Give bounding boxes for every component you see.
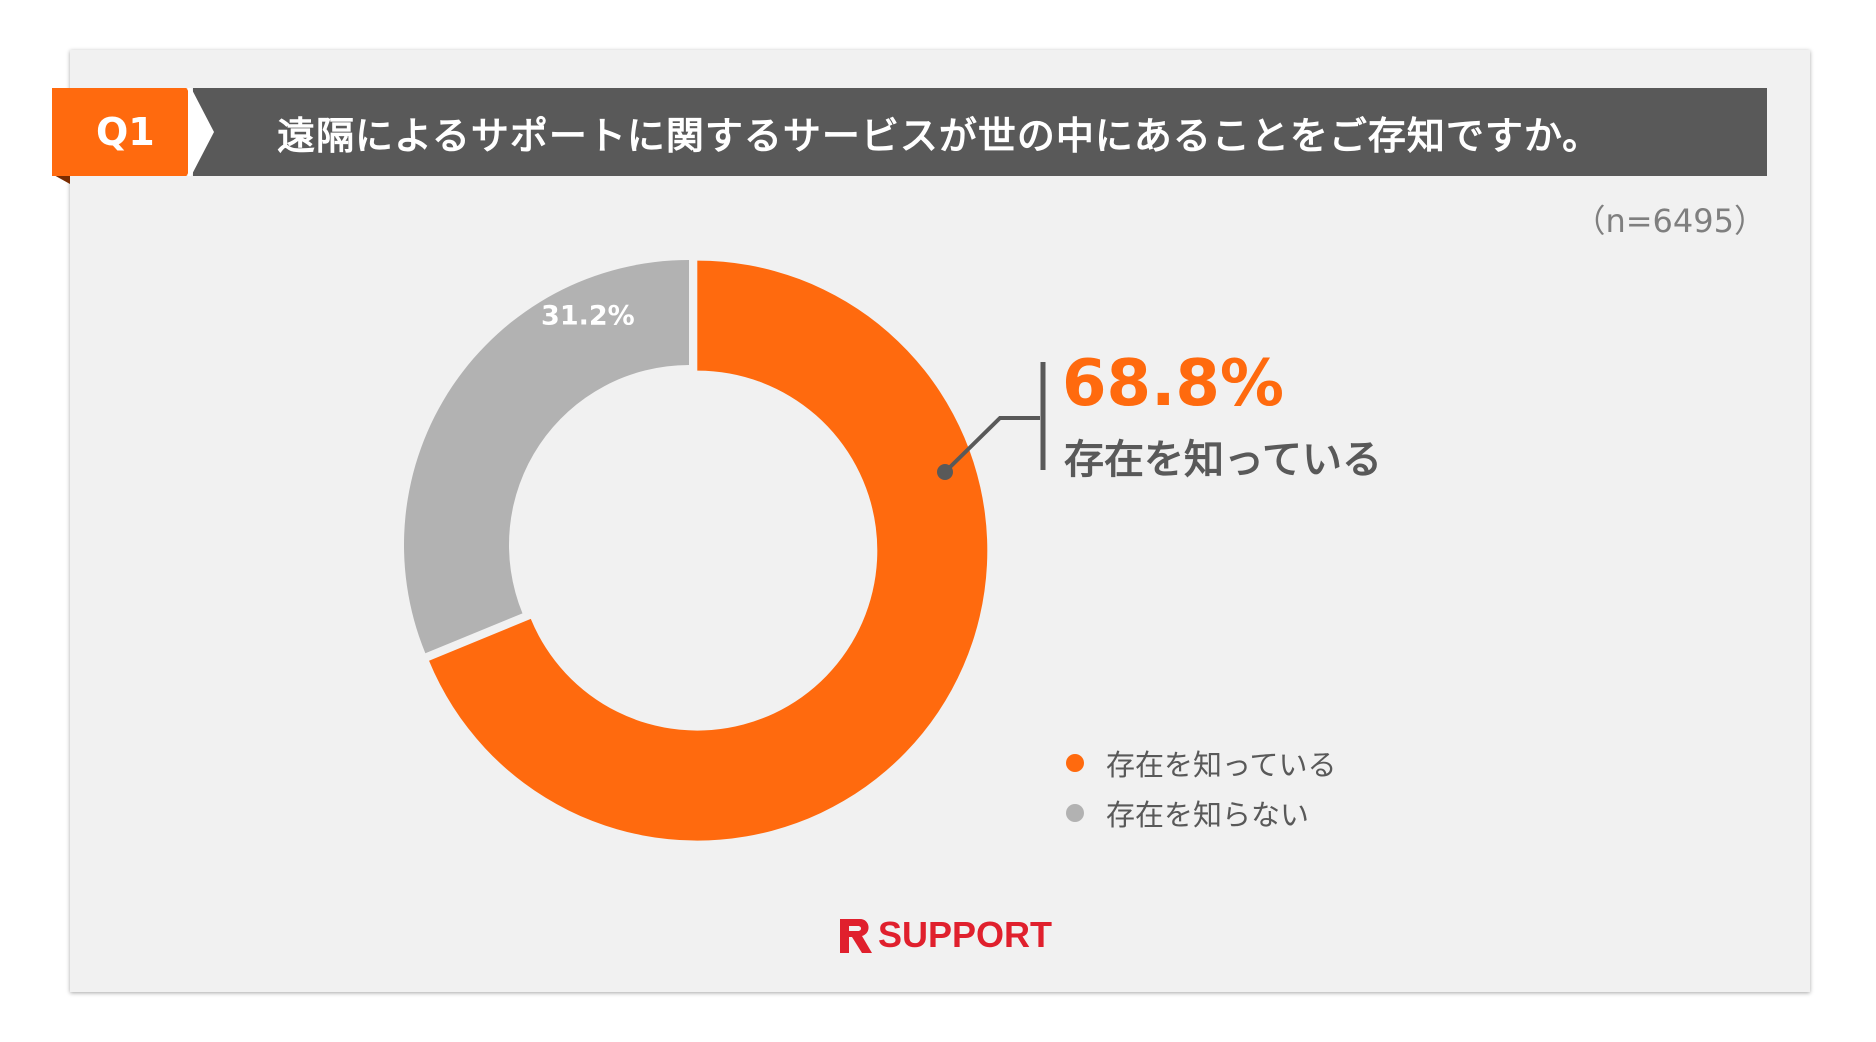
question-number-tab — [52, 88, 212, 176]
callout-anchor-dot — [937, 464, 953, 480]
logo-mark-icon — [840, 919, 872, 953]
question-title: 遠隔によるサポートに関するサービスが世の中にあることをご存知ですか。 — [193, 88, 1767, 176]
legend-swatch — [1066, 804, 1084, 822]
rsupport-logo: SUPPORT — [838, 914, 1052, 956]
question-number: Q1 — [96, 110, 155, 154]
donut-slice — [404, 260, 689, 654]
legend-item: 存在を知らない — [1066, 788, 1337, 838]
sample-size: （n=6495） — [1573, 202, 1766, 240]
slice-data-label: 31.2% — [541, 301, 635, 332]
legend-swatch — [1066, 754, 1084, 772]
callout-connector — [937, 362, 1046, 480]
donut-slice — [429, 260, 988, 841]
callout-label: 存在を知っている — [1064, 437, 1382, 483]
logo-text: SUPPORT — [878, 914, 1053, 955]
legend-label: 存在を知っている — [1106, 748, 1337, 782]
callout-line — [943, 416, 1040, 474]
chart-legend: 存在を知っている 存在を知らない — [1066, 738, 1337, 838]
legend-item: 存在を知っている — [1066, 738, 1337, 788]
legend-label: 存在を知らない — [1106, 798, 1310, 832]
callout-value: 68.8% — [1062, 347, 1285, 421]
tab-fold — [52, 174, 70, 184]
